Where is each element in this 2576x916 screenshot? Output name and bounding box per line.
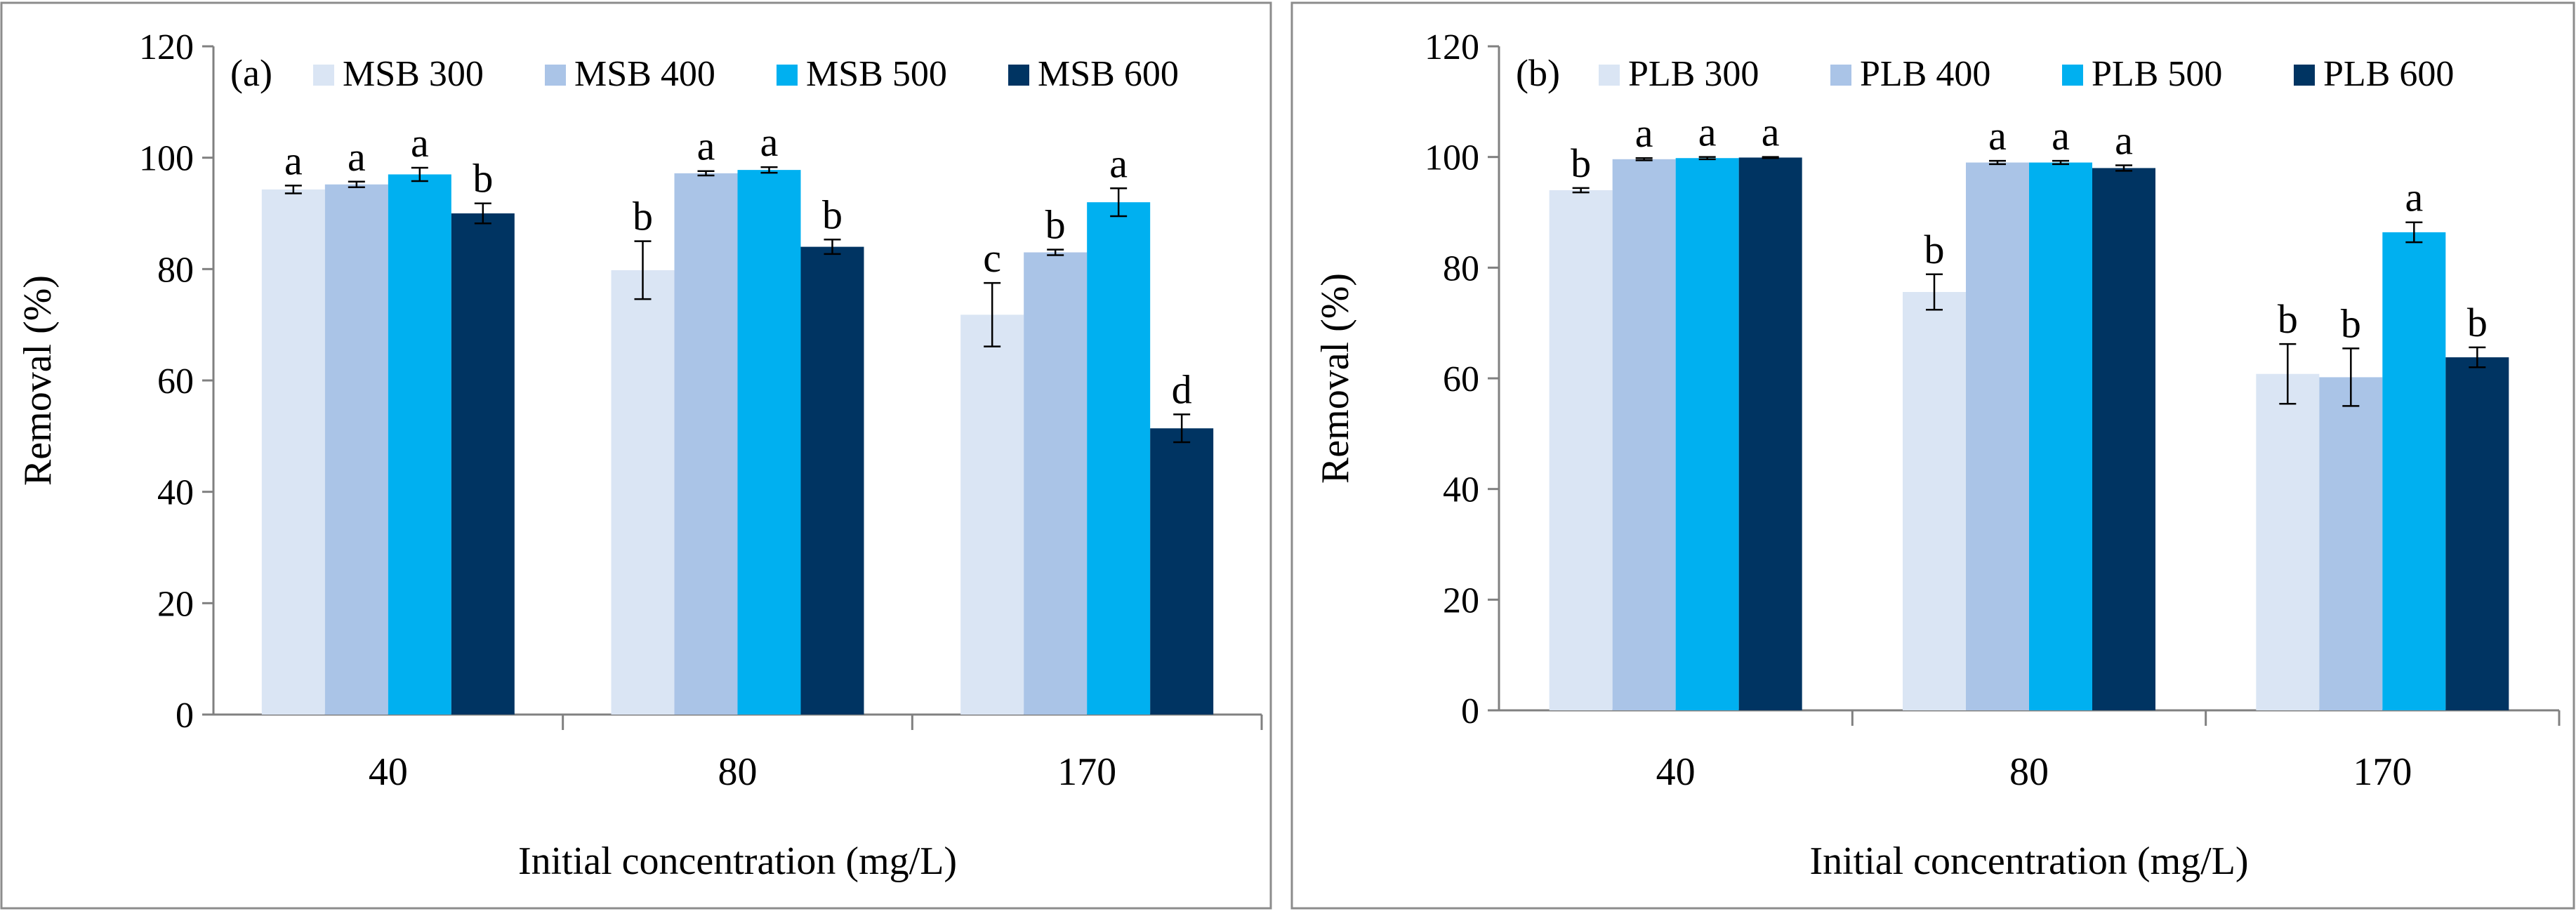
bar — [388, 174, 451, 715]
y-tick-label: 100 — [139, 139, 194, 179]
significance-letter: d — [1172, 366, 1192, 412]
significance-letter: a — [2052, 113, 2070, 159]
bar — [737, 170, 801, 715]
bar — [2382, 232, 2446, 710]
legend-swatch — [545, 65, 566, 86]
significance-letter: b — [1571, 140, 1591, 186]
legend-label: MSB 600 — [1038, 54, 1179, 94]
bar — [1966, 162, 2029, 711]
significance-letter: a — [1109, 140, 1128, 186]
chart-panel-a: 0 20 40 60 80 100 120 Removal (%) Initial concen… — [0, 1, 1272, 910]
bar — [1738, 157, 1802, 710]
bar — [1150, 428, 1214, 715]
bar — [674, 173, 738, 715]
bar — [2319, 377, 2383, 710]
legend-label: PLB 500 — [2092, 54, 2222, 94]
significance-letter: a — [697, 124, 715, 169]
y-tick-label: 0 — [176, 696, 194, 736]
bar — [1675, 158, 1739, 710]
y-tick-label: 80 — [1443, 248, 1479, 288]
x-tick-label: 40 — [1656, 750, 1696, 794]
legend-swatch — [777, 65, 798, 86]
x-tick-label: 80 — [718, 750, 758, 794]
y-tick-label: 40 — [1443, 470, 1479, 510]
significance-letter: a — [284, 138, 303, 183]
legend-swatch — [2062, 65, 2083, 86]
significance-letter: a — [2405, 175, 2423, 220]
y-tick-label: 0 — [1461, 691, 1479, 731]
significance-letter: b — [633, 194, 653, 239]
y-axis-label: Removal (%) — [1314, 273, 1357, 484]
bar — [2029, 162, 2092, 711]
bar — [1612, 159, 1676, 710]
significance-letter: a — [760, 119, 779, 165]
significance-letter: a — [348, 134, 366, 180]
panel-frame — [1290, 1, 2575, 910]
y-tick-label: 120 — [1425, 27, 1479, 67]
bar — [2256, 373, 2320, 710]
y-tick-label: 20 — [1443, 580, 1479, 620]
legend-label: MSB 300 — [343, 54, 484, 94]
chart-panel-b: 0 20 40 60 80 100 120 Removal (%) Initial concen… — [1290, 1, 2575, 910]
y-axis-label: Removal (%) — [16, 275, 60, 486]
x-tick-label: 170 — [1057, 750, 1116, 794]
x-tick-label: 80 — [2009, 750, 2049, 794]
bar — [960, 314, 1024, 715]
y-tick-label: 20 — [157, 584, 194, 624]
legend-swatch — [313, 65, 334, 86]
y-tick-label: 40 — [157, 473, 194, 513]
panel-label: (a) — [230, 52, 272, 94]
panel-frame — [0, 1, 1272, 910]
y-tick-label: 100 — [1425, 138, 1479, 178]
x-axis-label: Initial concentration (mg/L) — [518, 839, 957, 883]
x-tick-label: 170 — [2353, 750, 2412, 794]
bar — [261, 189, 325, 715]
significance-letter: c — [983, 235, 1001, 281]
significance-letter: a — [1698, 109, 1717, 155]
bar — [1903, 292, 1966, 710]
legend-swatch — [1008, 65, 1029, 86]
significance-letter: b — [822, 192, 843, 237]
bar — [2445, 357, 2509, 710]
significance-letter: a — [2115, 117, 2133, 163]
bar — [611, 270, 675, 715]
significance-letter: a — [1762, 109, 1780, 155]
bar — [1024, 252, 1088, 715]
legend-label: MSB 400 — [574, 54, 715, 94]
legend-label: PLB 300 — [1628, 54, 1759, 94]
bar — [451, 213, 515, 715]
bar — [2092, 168, 2155, 710]
y-tick-label: 80 — [157, 250, 194, 290]
bar — [800, 246, 864, 715]
bar — [324, 184, 388, 715]
x-axis-label: Initial concentration (mg/L) — [1809, 839, 2248, 883]
y-tick-label: 60 — [157, 361, 194, 401]
bar — [1549, 190, 1613, 710]
bar — [1087, 202, 1151, 715]
significance-letter: b — [1045, 202, 1066, 248]
y-tick-label: 60 — [1443, 359, 1479, 399]
significance-letter: b — [2467, 300, 2488, 345]
significance-letter: b — [1924, 227, 1945, 272]
significance-letter: b — [473, 156, 493, 201]
legend-swatch — [1599, 65, 1620, 86]
legend-swatch — [2294, 65, 2315, 86]
significance-letter: a — [1988, 113, 2007, 159]
legend-label: MSB 500 — [806, 54, 947, 94]
significance-letter: b — [2278, 296, 2298, 342]
legend-label: PLB 400 — [1860, 54, 1990, 94]
significance-letter: b — [2341, 300, 2361, 346]
legend-swatch — [1830, 65, 1851, 86]
panel-label: (b) — [1516, 52, 1560, 94]
legend-label: PLB 600 — [2323, 54, 2454, 94]
x-tick-label: 40 — [369, 750, 408, 794]
significance-letter: a — [411, 120, 429, 166]
significance-letter: a — [1635, 110, 1653, 156]
y-tick-label: 120 — [139, 27, 194, 67]
